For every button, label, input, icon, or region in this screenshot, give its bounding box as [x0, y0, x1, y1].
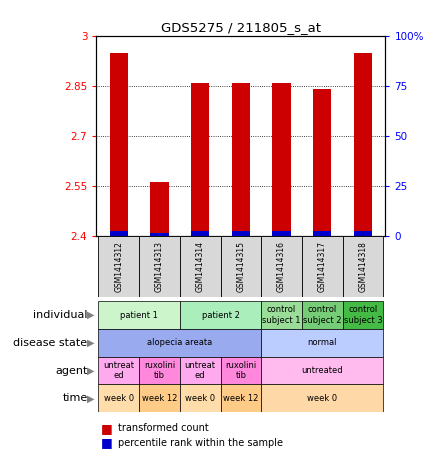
Bar	[261, 236, 302, 297]
Bar	[272, 231, 291, 236]
Bar	[110, 231, 128, 236]
Text: week 0: week 0	[104, 394, 134, 403]
Bar	[343, 236, 383, 297]
Text: GSM1414318: GSM1414318	[359, 241, 367, 292]
Bar	[150, 233, 169, 236]
Text: time: time	[62, 393, 88, 403]
Bar	[99, 301, 180, 329]
Title: GDS5275 / 211805_s_at: GDS5275 / 211805_s_at	[161, 21, 321, 34]
Bar	[313, 231, 332, 236]
Text: control
subject 3: control subject 3	[344, 305, 382, 325]
Text: week 0: week 0	[307, 394, 337, 403]
Bar	[110, 53, 128, 236]
Text: agent: agent	[55, 366, 88, 376]
Bar	[261, 329, 383, 357]
Bar	[354, 231, 372, 236]
Bar	[232, 231, 250, 236]
Bar	[232, 83, 250, 236]
Text: week 12: week 12	[142, 394, 177, 403]
Text: ▶: ▶	[87, 393, 94, 403]
Bar	[261, 301, 302, 329]
Bar	[150, 183, 169, 236]
Bar	[261, 357, 383, 385]
Bar	[99, 357, 139, 385]
Text: GSM1414313: GSM1414313	[155, 241, 164, 292]
Bar	[180, 357, 221, 385]
Text: control
subject 1: control subject 1	[262, 305, 301, 325]
Bar	[180, 236, 221, 297]
Text: disease state: disease state	[14, 338, 88, 348]
Text: GSM1414317: GSM1414317	[318, 241, 327, 292]
Text: ■: ■	[101, 437, 113, 449]
Text: ▶: ▶	[87, 338, 94, 348]
Bar	[221, 357, 261, 385]
Bar	[272, 83, 291, 236]
Text: untreat
ed: untreat ed	[103, 361, 134, 381]
Bar	[343, 301, 383, 329]
Bar	[191, 231, 209, 236]
Bar	[99, 385, 139, 412]
Bar	[221, 236, 261, 297]
Text: ruxolini
tib: ruxolini tib	[144, 361, 175, 381]
Text: ruxolini
tib: ruxolini tib	[225, 361, 257, 381]
Text: GSM1414316: GSM1414316	[277, 241, 286, 292]
Text: GSM1414312: GSM1414312	[114, 241, 123, 292]
Text: week 12: week 12	[223, 394, 258, 403]
Text: patient 1: patient 1	[120, 311, 158, 320]
Text: GSM1414315: GSM1414315	[237, 241, 245, 292]
Bar	[99, 236, 139, 297]
Text: untreat
ed: untreat ed	[185, 361, 215, 381]
Bar	[139, 385, 180, 412]
Bar	[139, 236, 180, 297]
Bar	[180, 385, 221, 412]
Bar	[221, 385, 261, 412]
Text: percentile rank within the sample: percentile rank within the sample	[118, 438, 283, 448]
Text: ▶: ▶	[87, 310, 94, 320]
Bar	[302, 236, 343, 297]
Text: ■: ■	[101, 422, 113, 434]
Bar	[180, 301, 261, 329]
Bar	[302, 301, 343, 329]
Text: untreated: untreated	[301, 366, 343, 375]
Text: control
subject 2: control subject 2	[303, 305, 342, 325]
Text: alopecia areata: alopecia areata	[147, 338, 212, 347]
Text: week 0: week 0	[185, 394, 215, 403]
Text: patient 2: patient 2	[201, 311, 240, 320]
Text: GSM1414314: GSM1414314	[196, 241, 205, 292]
Text: normal: normal	[307, 338, 337, 347]
Text: individual: individual	[33, 310, 88, 320]
Bar	[139, 357, 180, 385]
Bar	[354, 53, 372, 236]
Bar	[99, 329, 261, 357]
Text: ▶: ▶	[87, 366, 94, 376]
Bar	[313, 89, 332, 236]
Text: transformed count: transformed count	[118, 423, 209, 433]
Bar	[261, 385, 383, 412]
Bar	[191, 83, 209, 236]
